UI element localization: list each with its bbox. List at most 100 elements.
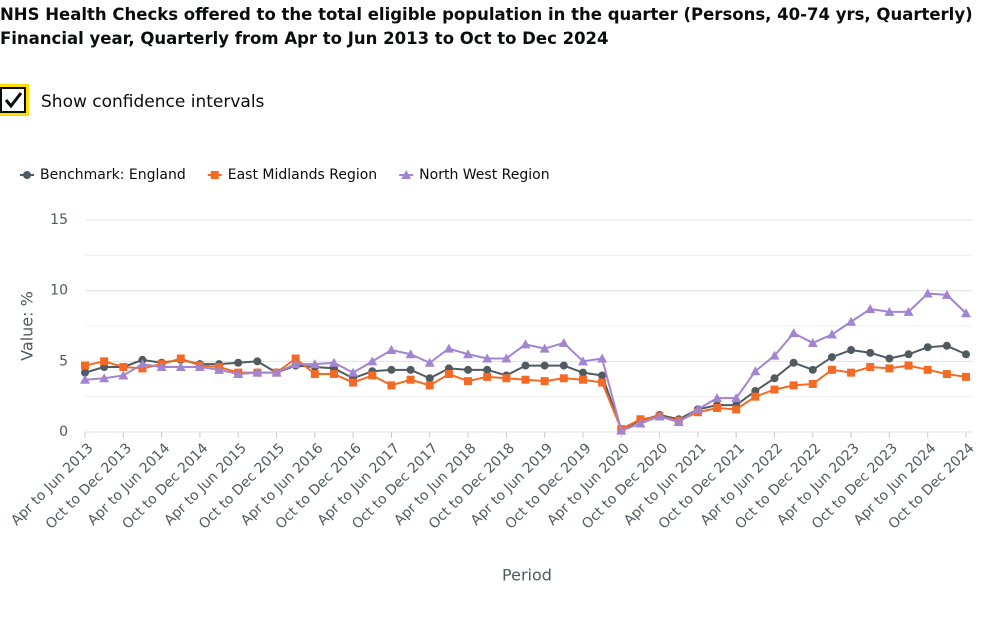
marker	[194, 361, 205, 371]
marker	[501, 353, 512, 363]
y-tick-label: 0	[59, 424, 68, 440]
marker	[598, 378, 607, 387]
marker	[846, 316, 857, 326]
marker	[483, 365, 492, 374]
marker	[367, 356, 378, 366]
marker	[214, 364, 225, 374]
legend-marker	[210, 171, 219, 179]
marker	[847, 368, 856, 377]
marker	[731, 393, 742, 403]
title: NHS Health Checks offered to the total e…	[0, 5, 973, 48]
marker	[368, 371, 377, 380]
marker	[789, 358, 798, 367]
marker	[387, 381, 396, 390]
marker	[865, 304, 876, 314]
marker	[885, 364, 894, 373]
marker	[712, 393, 723, 403]
marker	[328, 357, 339, 367]
marker	[425, 374, 434, 383]
marker	[942, 341, 951, 350]
marker	[502, 374, 511, 383]
marker	[81, 361, 89, 370]
checkbox-label[interactable]: Show confidence intervals	[41, 92, 265, 112]
marker	[234, 358, 243, 367]
marker	[253, 357, 262, 366]
marker	[100, 357, 109, 366]
marker	[923, 343, 932, 352]
marker	[847, 346, 856, 355]
y-axis-title: Value: %	[18, 291, 37, 361]
marker	[386, 345, 397, 355]
marker	[732, 405, 741, 414]
series	[81, 341, 970, 434]
marker	[635, 418, 646, 428]
marker	[252, 367, 263, 377]
marker	[99, 373, 110, 383]
legend-marker	[401, 170, 412, 179]
legend-item: East Midlands Region	[207, 167, 377, 183]
marker	[962, 350, 970, 359]
marker	[291, 354, 300, 363]
marker	[425, 381, 434, 390]
marker	[424, 357, 435, 367]
marker	[598, 371, 607, 380]
marker	[770, 374, 779, 383]
marker	[904, 350, 913, 359]
marker	[885, 354, 894, 363]
marker	[80, 374, 90, 384]
marker	[81, 368, 89, 377]
series	[80, 288, 971, 435]
marker	[559, 374, 568, 383]
marker	[444, 370, 453, 379]
marker	[807, 337, 818, 347]
marker	[577, 356, 588, 366]
marker	[520, 339, 531, 349]
marker	[866, 362, 875, 371]
y-tick-label: 10	[50, 283, 68, 299]
marker	[233, 369, 244, 379]
marker	[329, 370, 338, 379]
marker	[539, 343, 550, 353]
marker	[271, 367, 282, 377]
marker	[483, 372, 492, 381]
legend-label: North West Region	[419, 167, 549, 183]
marker	[827, 365, 836, 374]
y-tick-label: 15	[50, 212, 68, 228]
marker	[406, 365, 415, 374]
marker	[962, 372, 970, 381]
marker	[521, 375, 530, 384]
legend-label: Benchmark: England	[40, 167, 186, 183]
marker	[616, 425, 627, 435]
marker	[827, 353, 836, 362]
marker	[789, 381, 798, 390]
marker	[406, 375, 415, 384]
check-mark	[4, 92, 23, 109]
marker	[464, 377, 473, 386]
marker	[176, 354, 185, 363]
legend-item: Benchmark: England	[20, 167, 186, 183]
marker	[309, 359, 320, 369]
marker	[903, 306, 914, 316]
marker	[808, 379, 817, 388]
marker	[540, 361, 549, 370]
legend-label: East Midlands Region	[228, 167, 377, 183]
marker	[826, 329, 837, 339]
marker	[137, 359, 148, 369]
marker	[673, 417, 684, 427]
marker	[118, 370, 129, 380]
marker	[578, 368, 587, 377]
checkbox[interactable]	[0, 87, 26, 113]
marker	[923, 365, 932, 374]
marker	[464, 365, 473, 374]
marker	[349, 378, 358, 387]
marker	[482, 353, 493, 363]
marker	[961, 308, 971, 318]
marker	[540, 377, 549, 386]
marker	[290, 359, 301, 369]
legend-item: North West Region	[399, 167, 550, 183]
marker	[866, 348, 875, 357]
marker	[808, 365, 817, 374]
legend-marker	[23, 171, 31, 179]
